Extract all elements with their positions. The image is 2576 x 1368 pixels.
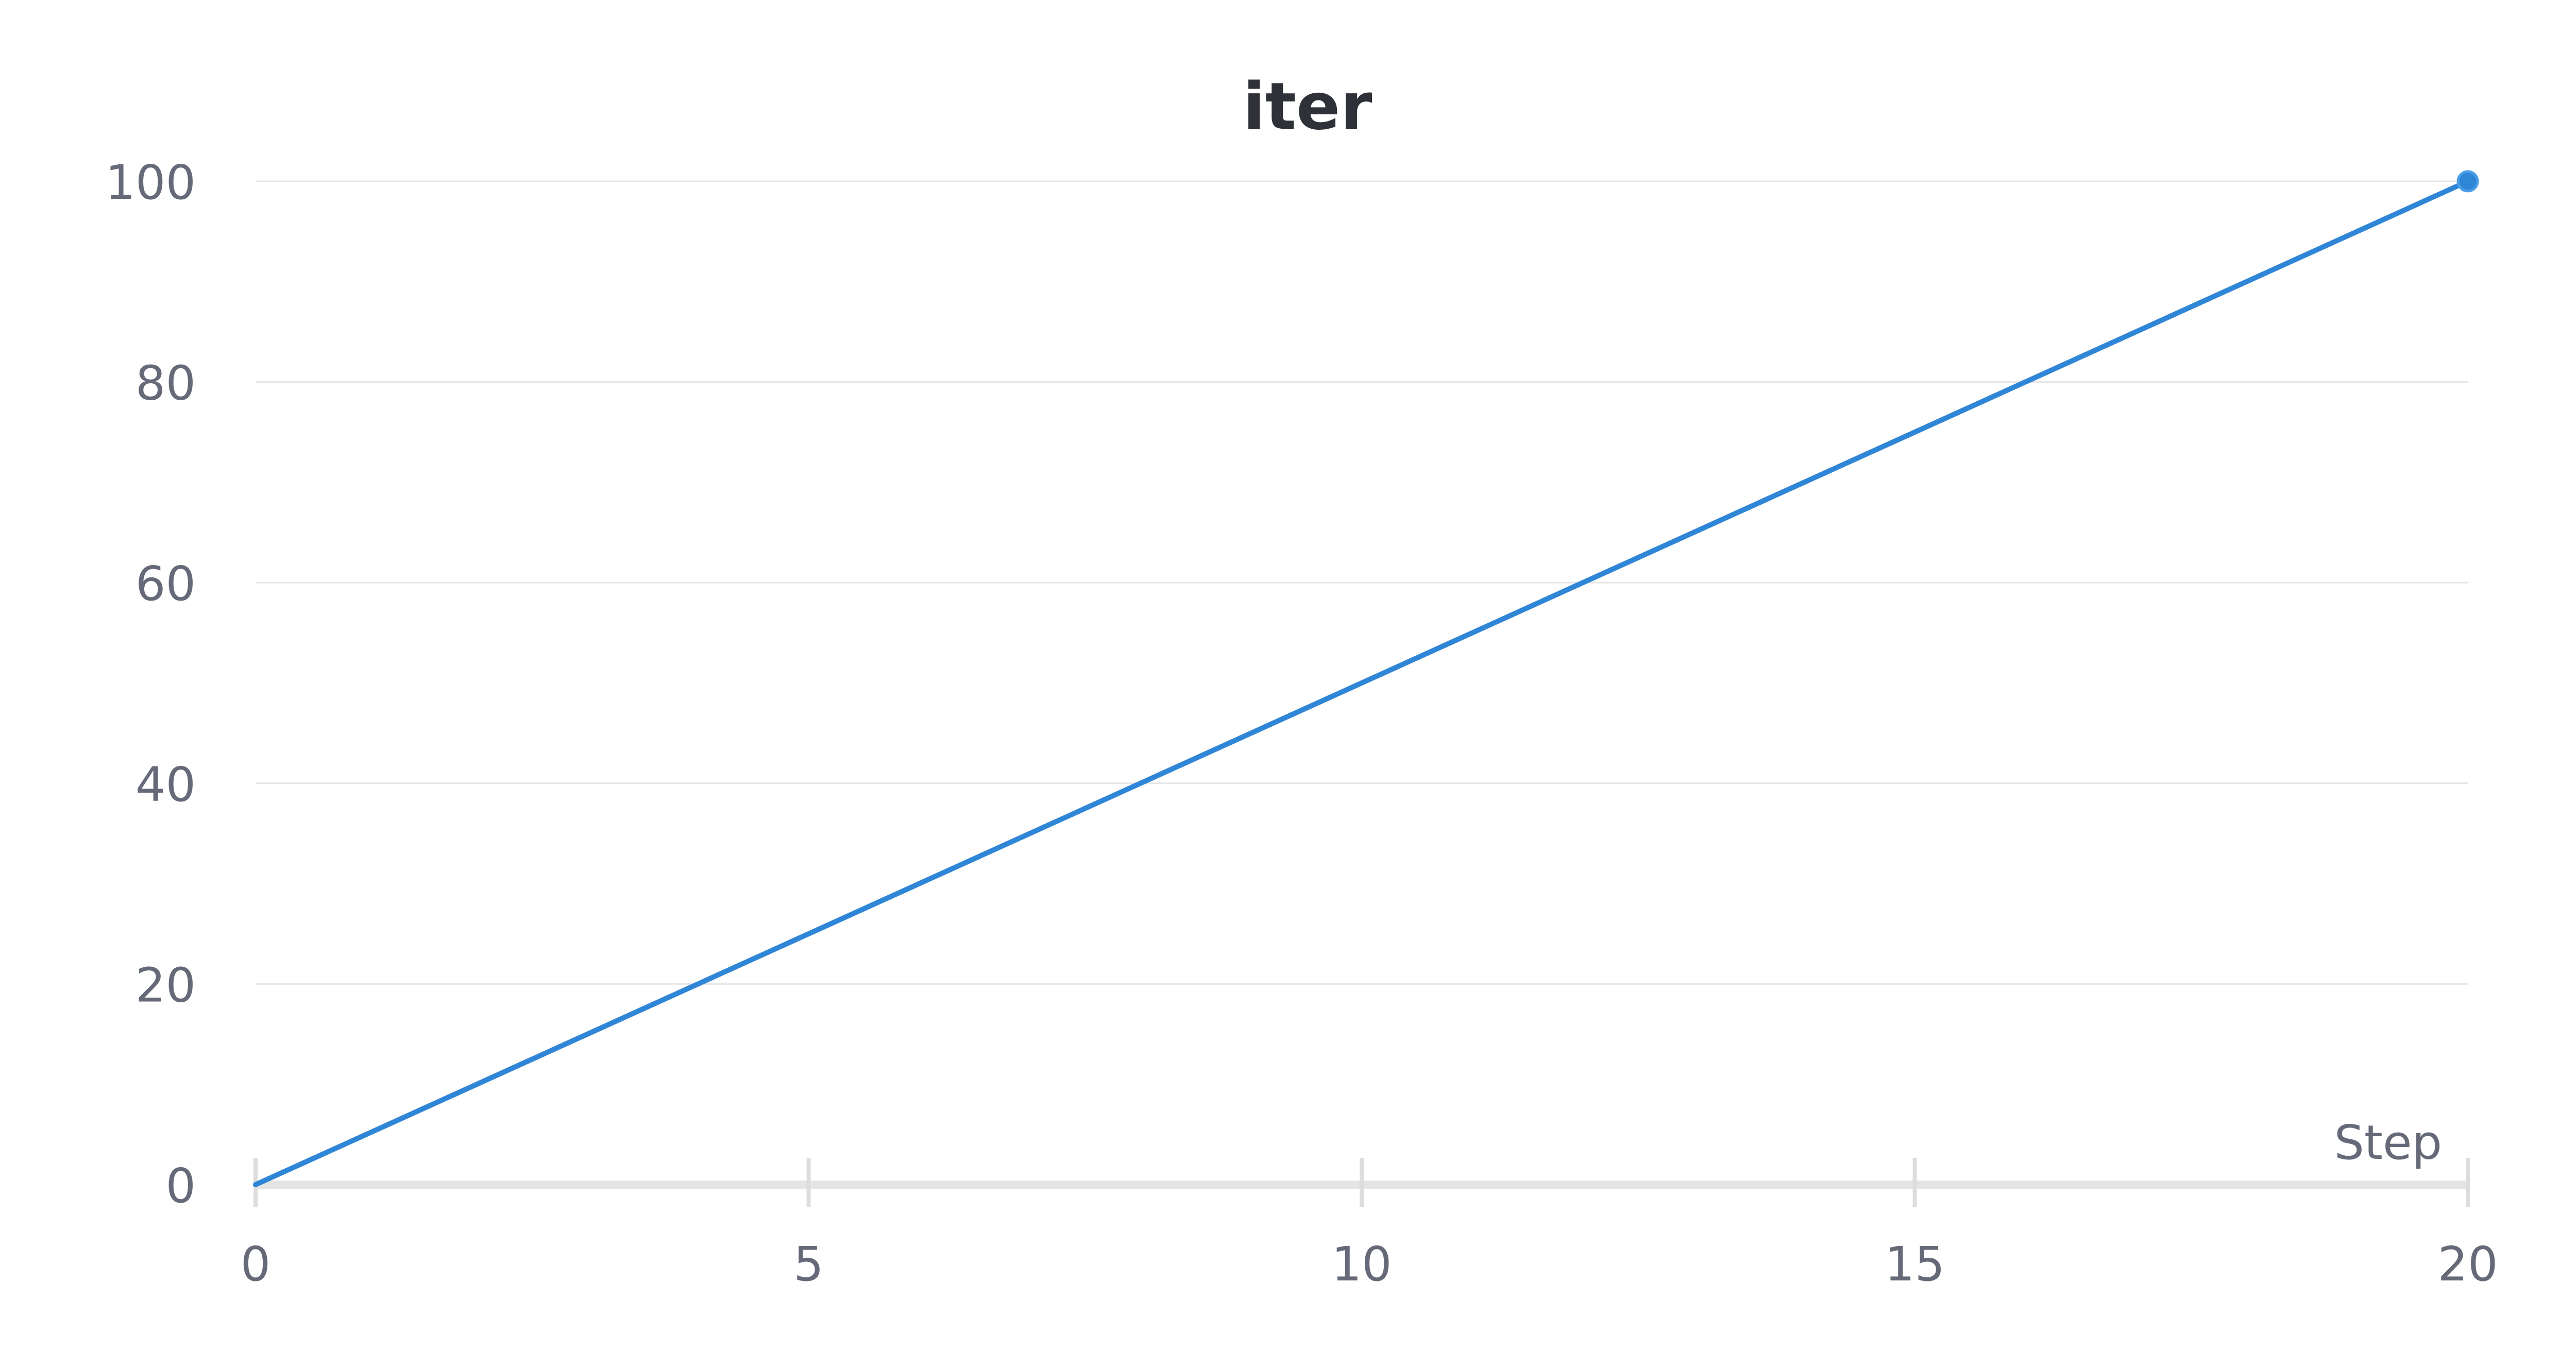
series-0-point-1 <box>2456 170 2479 193</box>
x-tick-label-15: 15 <box>1885 1237 1945 1292</box>
grid-layer <box>256 180 2468 985</box>
y-tick-label-100: 100 <box>105 155 196 210</box>
series-layer <box>253 170 2479 1187</box>
y-tick-label-0: 0 <box>165 1158 196 1213</box>
y-tick-label-20: 20 <box>135 957 196 1013</box>
y-tick-label-60: 60 <box>135 556 196 611</box>
series-0-line <box>253 179 2470 1187</box>
x-tick-label-5: 5 <box>793 1237 824 1292</box>
axis-layer <box>253 1158 2470 1207</box>
x-tick-label-10: 10 <box>1331 1237 1392 1292</box>
chart-title: iter <box>1243 69 1372 144</box>
x-tick-label-0: 0 <box>241 1237 271 1292</box>
y-tick-label-40: 40 <box>135 757 196 812</box>
series-0-point-0 <box>253 1182 258 1187</box>
label-layer: iter Step 0 20 40 60 80 100 0 5 10 15 20 <box>105 69 2498 1292</box>
y-tick-label-80: 80 <box>135 356 196 411</box>
x-tick-label-20: 20 <box>2437 1237 2498 1292</box>
x-axis-label: Step <box>2334 1115 2442 1170</box>
